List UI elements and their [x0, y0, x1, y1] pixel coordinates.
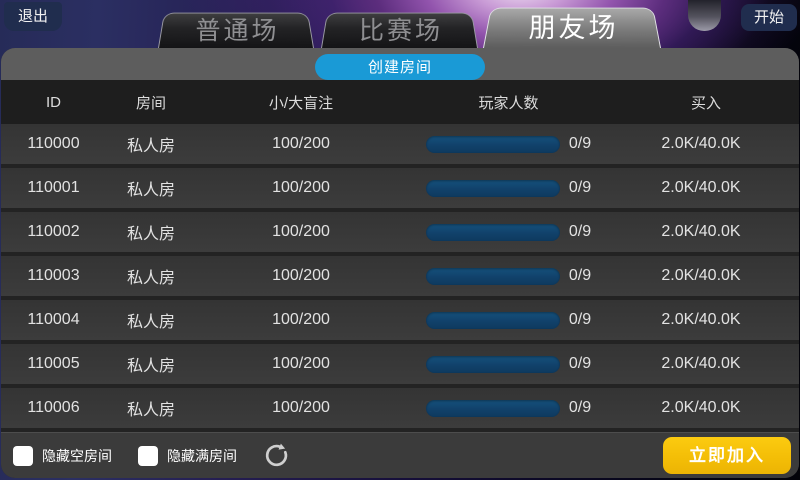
room-blinds: 100/200: [272, 223, 330, 240]
room-id: 110005: [27, 355, 80, 372]
players-count: 0/9: [568, 179, 592, 196]
tab-match-label: 比赛场: [358, 16, 443, 45]
room-row[interactable]: 110004 私人房 100/200 0/9 2.0K/40.0K: [1, 300, 799, 340]
room-buyin: 2.0K/40.0K: [661, 179, 741, 196]
room-type: 私人房: [126, 314, 175, 331]
exit-button[interactable]: 退出: [4, 2, 62, 31]
hide-empty-toggle[interactable]: 隐藏空房间: [13, 445, 112, 466]
room-id: 110002: [27, 223, 80, 240]
room-buyin: 2.0K/40.0K: [661, 135, 741, 152]
players-count: 0/9: [568, 355, 592, 372]
table-header: ID 房间 小/大盲注 玩家人数 买入: [1, 80, 799, 124]
room-buyin: 2.0K/40.0K: [661, 355, 741, 372]
room-table-body: 110000 私人房 100/200 0/9 2.0K/40.0K 110001…: [1, 124, 799, 432]
room-players-cell: 0/9: [406, 267, 611, 285]
tab-normal-field[interactable]: 普通场: [158, 9, 314, 48]
players-bar-track: [425, 311, 560, 329]
room-id: 110003: [27, 267, 80, 284]
players-bar-track: [425, 223, 560, 241]
players-bar-track: [425, 355, 560, 373]
join-now-button[interactable]: 立即加入: [663, 437, 791, 474]
room-blinds: 100/200: [272, 179, 330, 196]
room-type: 私人房: [126, 138, 175, 155]
room-buyin: 2.0K/40.0K: [661, 399, 741, 416]
room-buyin: 2.0K/40.0K: [661, 267, 741, 284]
players-count: 0/9: [568, 399, 592, 416]
room-row[interactable]: 110005 私人房 100/200 0/9 2.0K/40.0K: [1, 344, 799, 384]
room-row[interactable]: 110006 私人房 100/200 0/9 2.0K/40.0K: [1, 388, 799, 428]
top-notch-decoration: [688, 0, 721, 31]
col-header-room: 房间: [135, 94, 166, 112]
room-blinds: 100/200: [272, 399, 330, 416]
create-room-button[interactable]: 创建房间: [315, 54, 485, 80]
refresh-button[interactable]: [261, 441, 291, 471]
room-id: 110006: [27, 399, 80, 416]
players-bar-track: [425, 399, 560, 417]
room-type: 私人房: [126, 358, 175, 375]
players-bar-track: [425, 135, 560, 153]
room-blinds: 100/200: [272, 135, 330, 152]
hide-empty-checkbox[interactable]: [13, 445, 33, 466]
refresh-icon: [265, 443, 287, 467]
room-type: 私人房: [126, 402, 175, 419]
tab-friends-label: 朋友场: [528, 13, 619, 43]
players-count: 0/9: [568, 311, 592, 328]
players-bar-track: [425, 179, 560, 197]
lobby-panel: 创建房间 ID 房间 小/大盲注 玩家人数 买入 110000 私人房 100/…: [1, 48, 799, 478]
players-bar-track: [425, 267, 560, 285]
room-type: 私人房: [126, 182, 175, 199]
room-blinds: 100/200: [272, 311, 330, 328]
start-button[interactable]: 开始: [741, 4, 797, 31]
room-row[interactable]: 110001 私人房 100/200 0/9 2.0K/40.0K: [1, 168, 799, 208]
room-players-cell: 0/9: [406, 311, 611, 329]
room-row[interactable]: 110002 私人房 100/200 0/9 2.0K/40.0K: [1, 212, 799, 252]
room-row[interactable]: 110003 私人房 100/200 0/9 2.0K/40.0K: [1, 256, 799, 296]
room-players-cell: 0/9: [406, 223, 611, 241]
room-players-cell: 0/9: [406, 179, 611, 197]
room-type: 私人房: [126, 270, 175, 287]
tab-friends-field[interactable]: 朋友场: [483, 3, 661, 48]
tab-normal-label: 普通场: [195, 16, 280, 45]
room-players-cell: 0/9: [406, 135, 611, 153]
room-blinds: 100/200: [272, 355, 330, 372]
hide-full-checkbox[interactable]: [138, 445, 158, 466]
panel-top-strip: 创建房间: [1, 48, 799, 80]
room-buyin: 2.0K/40.0K: [661, 311, 741, 328]
col-header-buyin: 买入: [690, 94, 721, 112]
room-id: 110004: [27, 311, 80, 328]
room-row[interactable]: 110000 私人房 100/200 0/9 2.0K/40.0K: [1, 124, 799, 164]
room-id: 110000: [27, 135, 80, 152]
col-header-id: ID: [46, 93, 61, 111]
tab-match-field[interactable]: 比赛场: [321, 9, 478, 48]
room-players-cell: 0/9: [406, 399, 611, 417]
room-id: 110001: [27, 179, 80, 196]
players-count: 0/9: [568, 223, 592, 240]
room-buyin: 2.0K/40.0K: [661, 223, 741, 240]
room-blinds: 100/200: [272, 267, 330, 284]
col-header-blinds: 小/大盲注: [268, 94, 334, 112]
players-count: 0/9: [568, 267, 592, 284]
col-header-players: 玩家人数: [478, 94, 539, 112]
room-type: 私人房: [126, 226, 175, 243]
top-bar: 退出 普通场 比赛场 朋友场 开始: [0, 0, 800, 48]
footer-bar: 隐藏空房间 隐藏满房间 立即加入: [1, 432, 799, 478]
hide-empty-label: 隐藏空房间: [42, 447, 112, 464]
room-players-cell: 0/9: [406, 355, 611, 373]
hide-full-label: 隐藏满房间: [167, 447, 237, 464]
hide-full-toggle[interactable]: 隐藏满房间: [138, 445, 237, 466]
players-count: 0/9: [568, 135, 592, 152]
